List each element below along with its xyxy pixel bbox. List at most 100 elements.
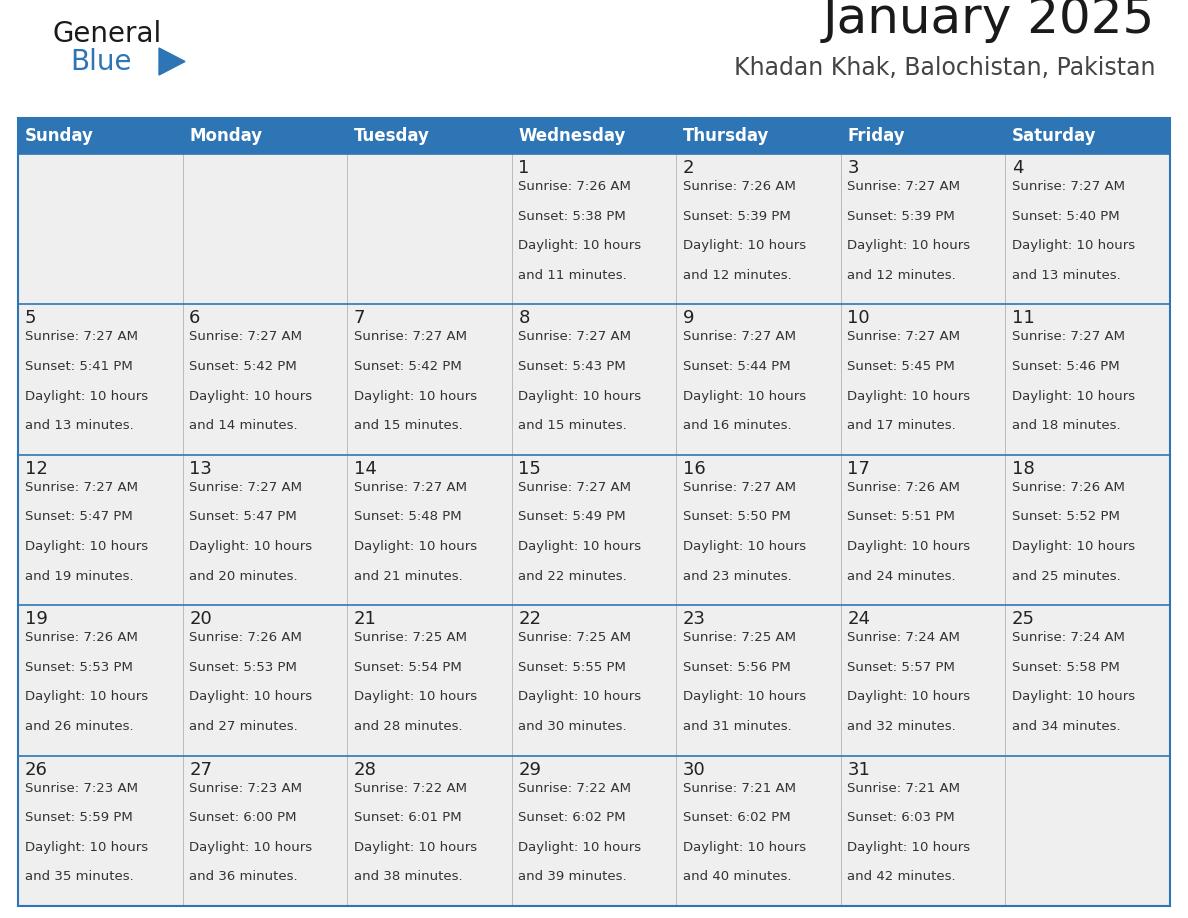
Text: and 23 minutes.: and 23 minutes. (683, 570, 791, 583)
Text: and 36 minutes.: and 36 minutes. (189, 870, 298, 883)
Bar (1005, 154, 1170, 305)
Bar (18, 454, 183, 605)
Text: General: General (52, 20, 162, 48)
Text: Thursday: Thursday (683, 127, 770, 145)
Bar (18, 154, 183, 305)
Text: Daylight: 10 hours: Daylight: 10 hours (518, 389, 642, 403)
Text: Sunrise: 7:27 AM: Sunrise: 7:27 AM (189, 330, 302, 343)
Bar (183, 154, 347, 305)
Bar (18, 605, 183, 756)
Bar (1005, 454, 1170, 605)
Text: Friday: Friday (847, 127, 905, 145)
Text: Sunset: 5:51 PM: Sunset: 5:51 PM (847, 510, 955, 523)
Text: and 42 minutes.: and 42 minutes. (847, 870, 956, 883)
Text: Sunset: 6:00 PM: Sunset: 6:00 PM (189, 812, 297, 824)
Text: Saturday: Saturday (1012, 127, 1097, 145)
Text: Sunset: 5:56 PM: Sunset: 5:56 PM (683, 661, 791, 674)
Text: and 24 minutes.: and 24 minutes. (847, 570, 956, 583)
Bar (1005, 756, 1170, 906)
Text: Sunset: 5:39 PM: Sunset: 5:39 PM (683, 209, 791, 223)
Bar (183, 305, 347, 454)
Text: Sunset: 5:42 PM: Sunset: 5:42 PM (354, 360, 461, 373)
Text: and 15 minutes.: and 15 minutes. (354, 420, 462, 432)
Text: and 32 minutes.: and 32 minutes. (847, 720, 956, 733)
Text: Sunrise: 7:21 AM: Sunrise: 7:21 AM (847, 781, 960, 795)
Text: Daylight: 10 hours: Daylight: 10 hours (189, 540, 312, 553)
Text: Sunset: 5:49 PM: Sunset: 5:49 PM (518, 510, 626, 523)
Text: Daylight: 10 hours: Daylight: 10 hours (847, 540, 971, 553)
Bar (512, 756, 676, 906)
Text: Sunset: 5:59 PM: Sunset: 5:59 PM (25, 812, 132, 824)
Text: Wednesday: Wednesday (518, 127, 626, 145)
Text: 20: 20 (189, 610, 211, 628)
Text: 21: 21 (354, 610, 377, 628)
Bar (1005, 605, 1170, 756)
Bar (183, 756, 347, 906)
Text: Monday: Monday (189, 127, 263, 145)
Text: Sunrise: 7:24 AM: Sunrise: 7:24 AM (1012, 632, 1125, 644)
Bar (347, 305, 512, 454)
Text: Daylight: 10 hours: Daylight: 10 hours (847, 240, 971, 252)
Text: Sunset: 5:47 PM: Sunset: 5:47 PM (25, 510, 132, 523)
Text: and 38 minutes.: and 38 minutes. (354, 870, 462, 883)
Text: Sunset: 5:50 PM: Sunset: 5:50 PM (683, 510, 791, 523)
Text: Sunset: 5:38 PM: Sunset: 5:38 PM (518, 209, 626, 223)
Text: and 28 minutes.: and 28 minutes. (354, 720, 462, 733)
Text: 22: 22 (518, 610, 542, 628)
Text: Sunset: 5:58 PM: Sunset: 5:58 PM (1012, 661, 1120, 674)
Bar (347, 756, 512, 906)
Text: Daylight: 10 hours: Daylight: 10 hours (189, 841, 312, 854)
Text: 3: 3 (847, 159, 859, 177)
Text: and 26 minutes.: and 26 minutes. (25, 720, 133, 733)
Bar (347, 454, 512, 605)
Text: and 31 minutes.: and 31 minutes. (683, 720, 791, 733)
Text: Daylight: 10 hours: Daylight: 10 hours (25, 540, 147, 553)
Text: Sunset: 5:45 PM: Sunset: 5:45 PM (847, 360, 955, 373)
Text: Sunset: 5:48 PM: Sunset: 5:48 PM (354, 510, 461, 523)
Text: Daylight: 10 hours: Daylight: 10 hours (518, 240, 642, 252)
Bar (676, 605, 841, 756)
Text: Sunrise: 7:25 AM: Sunrise: 7:25 AM (683, 632, 796, 644)
Text: 12: 12 (25, 460, 48, 477)
Bar (841, 605, 1005, 756)
Text: Daylight: 10 hours: Daylight: 10 hours (683, 540, 805, 553)
Text: Daylight: 10 hours: Daylight: 10 hours (189, 389, 312, 403)
Text: 9: 9 (683, 309, 694, 328)
Text: 23: 23 (683, 610, 706, 628)
Text: Sunset: 5:39 PM: Sunset: 5:39 PM (847, 209, 955, 223)
Bar (18, 305, 183, 454)
Text: Sunrise: 7:27 AM: Sunrise: 7:27 AM (518, 330, 631, 343)
Text: 30: 30 (683, 761, 706, 778)
Text: Daylight: 10 hours: Daylight: 10 hours (25, 841, 147, 854)
Text: Sunday: Sunday (25, 127, 94, 145)
Text: 14: 14 (354, 460, 377, 477)
Text: Sunrise: 7:27 AM: Sunrise: 7:27 AM (847, 330, 960, 343)
Text: January 2025: January 2025 (823, 0, 1155, 43)
Text: Daylight: 10 hours: Daylight: 10 hours (354, 690, 476, 703)
Bar (676, 454, 841, 605)
Text: Sunrise: 7:22 AM: Sunrise: 7:22 AM (518, 781, 631, 795)
Text: Sunrise: 7:27 AM: Sunrise: 7:27 AM (189, 481, 302, 494)
Polygon shape (159, 48, 185, 75)
Text: Daylight: 10 hours: Daylight: 10 hours (683, 690, 805, 703)
Text: and 12 minutes.: and 12 minutes. (847, 269, 956, 282)
Text: Sunrise: 7:26 AM: Sunrise: 7:26 AM (25, 632, 138, 644)
Text: Sunset: 5:47 PM: Sunset: 5:47 PM (189, 510, 297, 523)
Text: and 15 minutes.: and 15 minutes. (518, 420, 627, 432)
Bar (183, 605, 347, 756)
Text: 10: 10 (847, 309, 870, 328)
Text: Sunrise: 7:23 AM: Sunrise: 7:23 AM (25, 781, 138, 795)
Text: Khadan Khak, Balochistan, Pakistan: Khadan Khak, Balochistan, Pakistan (733, 56, 1155, 80)
Text: 16: 16 (683, 460, 706, 477)
Text: and 14 minutes.: and 14 minutes. (189, 420, 298, 432)
Text: and 19 minutes.: and 19 minutes. (25, 570, 133, 583)
Text: 19: 19 (25, 610, 48, 628)
Text: Sunrise: 7:25 AM: Sunrise: 7:25 AM (354, 632, 467, 644)
Text: and 30 minutes.: and 30 minutes. (518, 720, 627, 733)
Text: Sunset: 5:46 PM: Sunset: 5:46 PM (1012, 360, 1119, 373)
Text: Sunset: 5:44 PM: Sunset: 5:44 PM (683, 360, 790, 373)
Text: Daylight: 10 hours: Daylight: 10 hours (354, 389, 476, 403)
Text: Sunset: 5:53 PM: Sunset: 5:53 PM (189, 661, 297, 674)
Text: 7: 7 (354, 309, 365, 328)
Text: Sunset: 6:03 PM: Sunset: 6:03 PM (847, 812, 955, 824)
